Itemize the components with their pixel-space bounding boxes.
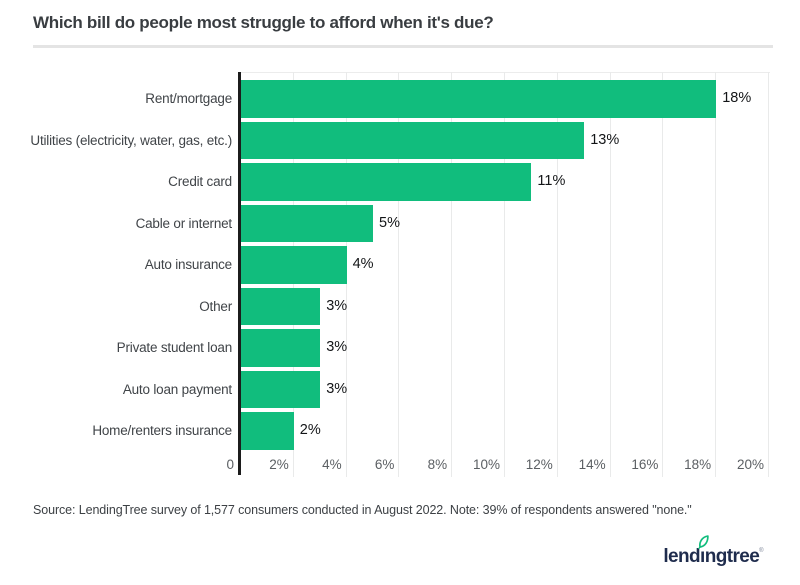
bar	[241, 329, 321, 367]
gridline	[504, 72, 505, 477]
logo-dotless-i: ı	[700, 546, 705, 567]
y-axis-line	[238, 72, 241, 475]
category-label: Rent/mortgage	[145, 91, 232, 106]
gridline	[398, 72, 400, 477]
value-label: 11%	[537, 173, 566, 189]
bar	[241, 246, 347, 284]
bar	[241, 412, 294, 450]
logo-letter-i: ı	[697, 535, 709, 568]
category-label: Other	[199, 298, 232, 314]
x-tick-label: 2%	[269, 457, 289, 472]
logo-text-lend: lend	[663, 546, 701, 567]
bar	[241, 121, 585, 159]
bar	[241, 370, 321, 408]
bar	[241, 163, 532, 201]
category-label: Auto insurance	[144, 257, 232, 272]
registered-mark: ®	[759, 548, 763, 554]
value-label: 3%	[326, 339, 348, 355]
category-label: Credit card	[168, 174, 232, 189]
value-label: 2%	[299, 422, 321, 438]
bar	[241, 204, 373, 242]
x-tick-label: 0	[226, 457, 234, 472]
title-divider	[33, 45, 773, 48]
gridline	[451, 72, 453, 477]
x-tick-label: 8%	[427, 457, 448, 472]
category-label: Utilities (electricity, water, gas, etc.…	[30, 132, 232, 148]
value-label: 5%	[379, 214, 400, 231]
value-label: 4%	[352, 256, 374, 272]
x-tick-label: 14%	[578, 457, 606, 472]
gridline	[662, 72, 664, 477]
chart-title: Which bill do people most struggle to af…	[33, 13, 494, 32]
x-tick-label: 6%	[374, 457, 395, 472]
x-tick-label: 16%	[631, 457, 659, 472]
value-label: 13%	[590, 131, 620, 148]
category-label: Auto loan payment	[122, 381, 232, 397]
category-label: Cable or internet	[135, 215, 233, 231]
gridline	[609, 72, 611, 477]
value-label: 18%	[722, 90, 752, 106]
gridline	[768, 72, 769, 477]
x-tick-label: 4%	[322, 457, 342, 472]
bar	[241, 287, 321, 325]
leaf-icon	[697, 535, 709, 549]
logo-text-rest: ngtree	[704, 546, 760, 567]
gridline	[715, 72, 717, 477]
source-note: Source: LendingTree survey of 1,577 cons…	[33, 503, 692, 517]
value-label: 3%	[326, 380, 348, 397]
gridline	[556, 72, 558, 477]
x-tick-label: 20%	[736, 457, 764, 472]
bar	[241, 80, 717, 118]
lendingtree-logo: lendı ngtree®	[663, 535, 764, 568]
category-label: Home/renters insurance	[92, 423, 232, 438]
category-label: Private student loan	[116, 340, 233, 355]
value-label: 3%	[326, 297, 348, 314]
x-tick-label: 12%	[525, 457, 553, 472]
x-tick-label: 10%	[472, 457, 500, 472]
x-tick-label: 18%	[684, 457, 712, 472]
